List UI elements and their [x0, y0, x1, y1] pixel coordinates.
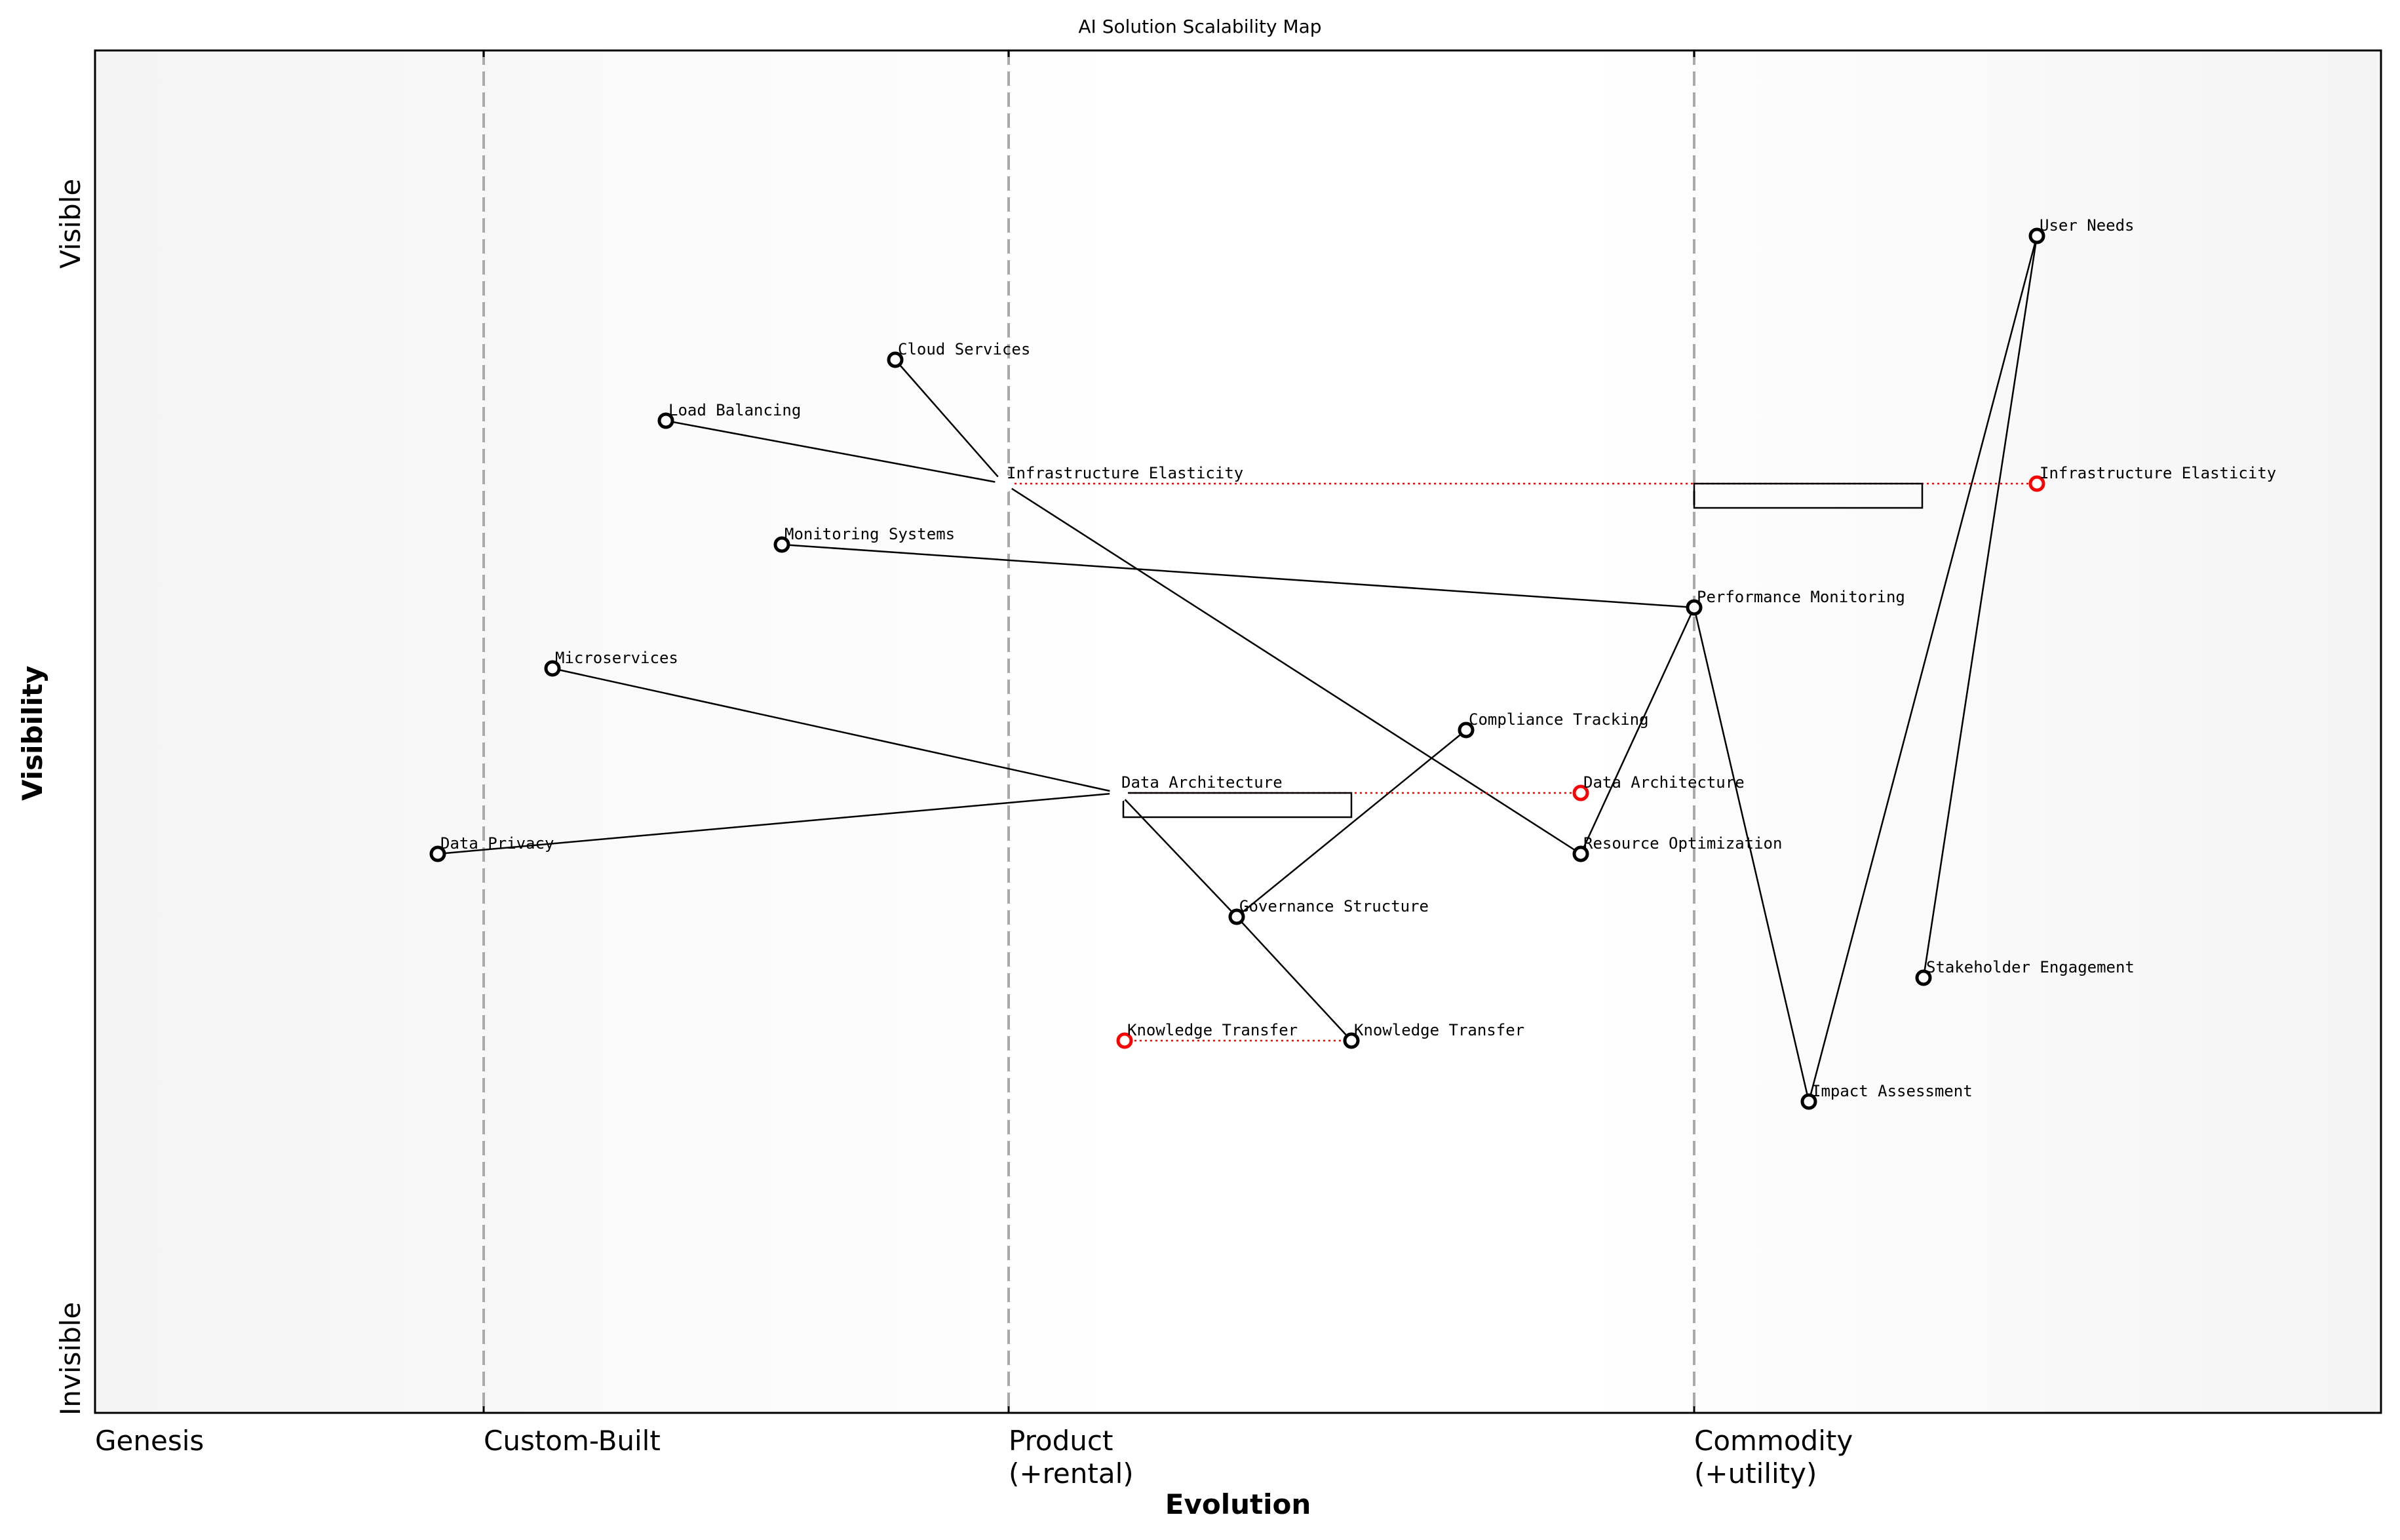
node-circle-icon [544, 660, 561, 677]
node-circle-icon [429, 845, 446, 862]
evolved-node[interactable]: Data Architecture [1572, 773, 1745, 801]
component-node[interactable]: Cloud Services [887, 340, 1030, 368]
component-node[interactable]: Load Balancing [657, 401, 801, 429]
dependency-link [895, 359, 1005, 484]
component-node[interactable]: Knowledge Transfer [1343, 1021, 1524, 1049]
component-node[interactable]: User Needs [2028, 216, 2135, 244]
dependency-link [1922, 235, 2038, 978]
node-label: Impact Assessment [1811, 1082, 1973, 1100]
dependency-link [1693, 607, 1810, 1102]
dependency-link [1118, 792, 1237, 917]
component-node[interactable]: Performance Monitoring [1686, 588, 1905, 616]
node-circle-icon [1228, 908, 1245, 925]
component-nodes: User Needs Cloud Services Load Balancing In… [429, 216, 2276, 1110]
component-node[interactable]: Compliance Tracking [1458, 710, 1649, 739]
node-label: Resource Optimization [1583, 834, 1782, 853]
dependency-link [1236, 916, 1352, 1041]
node-label: Infrastructure Elasticity [1007, 464, 1243, 482]
stage-dividers [482, 50, 1695, 1413]
component-node[interactable]: Impact Assessment [1800, 1082, 1973, 1110]
y-axis-title: Visibility [16, 666, 48, 801]
stage-label: Custom-Built [484, 1425, 661, 1457]
node-label: Compliance Tracking [1469, 710, 1649, 729]
node-label: Data Privacy [440, 834, 554, 853]
evolved-node-circle-icon [1116, 1032, 1133, 1049]
stage-label: Product [1009, 1425, 1113, 1457]
node-label: Infrastructure Elasticity [2040, 464, 2276, 482]
dependency-link [1579, 607, 1695, 855]
component-node[interactable]: Monitoring Systems [773, 525, 955, 553]
dependency-link [552, 667, 1119, 794]
node-label: Load Balancing [668, 401, 801, 419]
node-circle-icon [1915, 969, 1932, 986]
node-circle-icon [1458, 722, 1475, 739]
node-circle-icon [887, 351, 904, 368]
node-marker-hidden [1110, 784, 1128, 802]
node-label: Cloud Services [898, 340, 1030, 358]
y-axis-invisible-label: Invisible [54, 1302, 87, 1415]
node-label: Stakeholder Engagement [1926, 958, 2135, 976]
node-label: Microservices [555, 649, 678, 667]
node-circle-icon [1800, 1093, 1817, 1110]
stage-sublabel: (+utility) [1694, 1457, 1817, 1490]
evolved-node-circle-icon [1572, 784, 1589, 801]
inertia-box [1693, 482, 1924, 509]
node-circle-icon [657, 412, 674, 429]
node-label: Governance Structure [1239, 897, 1429, 915]
x-axis-ticks: Genesis Custom-Built Product(+rental) Commo… [95, 50, 1853, 1490]
stage-label: Commodity [1694, 1425, 1853, 1457]
node-label: Performance Monitoring [1697, 588, 1905, 606]
component-node[interactable]: Microservices [544, 649, 678, 677]
inertia-box [1122, 792, 1353, 818]
evolved-node-circle-icon [2028, 475, 2045, 492]
component-node[interactable]: Data Architecture [1110, 773, 1283, 802]
node-circle-icon [1572, 845, 1589, 862]
plot-frame [94, 49, 2382, 1414]
node-circle-icon [2028, 227, 2045, 244]
y-axis-visible-label: Visible [54, 179, 87, 269]
evolved-node[interactable]: Infrastructure Elasticity [2028, 464, 2276, 492]
dependency-link [1808, 235, 2038, 1102]
component-node[interactable]: Governance Structure [1228, 897, 1429, 925]
node-circle-icon [773, 536, 790, 553]
node-circle-icon [1686, 599, 1703, 616]
chart-title: AI Solution Scalability Map [1078, 16, 1322, 37]
stage-sublabel: (+rental) [1009, 1457, 1134, 1490]
component-node[interactable]: Stakeholder Engagement [1915, 958, 2135, 986]
component-node[interactable]: Data Privacy [429, 834, 554, 862]
node-label: Knowledge Transfer [1127, 1021, 1298, 1039]
dependency-link [781, 543, 1695, 609]
inertia-markers [1122, 482, 1924, 818]
node-label: User Needs [2040, 216, 2135, 235]
node-marker-hidden [995, 474, 1013, 493]
dependency-link [437, 792, 1119, 855]
node-label: Data Architecture [1121, 773, 1283, 792]
component-node[interactable]: Resource Optimization [1572, 834, 1782, 862]
stage-label: Genesis [95, 1425, 204, 1457]
dependency-link [1003, 482, 1581, 855]
node-label: Data Architecture [1583, 773, 1745, 792]
evolved-node[interactable]: Knowledge Transfer [1116, 1021, 1298, 1049]
dependency-links [437, 235, 2038, 1102]
dependency-link [665, 419, 1005, 485]
node-circle-icon [1343, 1032, 1360, 1049]
component-node[interactable]: Infrastructure Elasticity [995, 464, 1243, 493]
node-label: Knowledge Transfer [1354, 1021, 1524, 1039]
x-axis-title: Evolution [1165, 1488, 1311, 1520]
dependency-link [1236, 729, 1467, 917]
node-label: Monitoring Systems [784, 525, 955, 543]
plot-background [95, 50, 2381, 1413]
